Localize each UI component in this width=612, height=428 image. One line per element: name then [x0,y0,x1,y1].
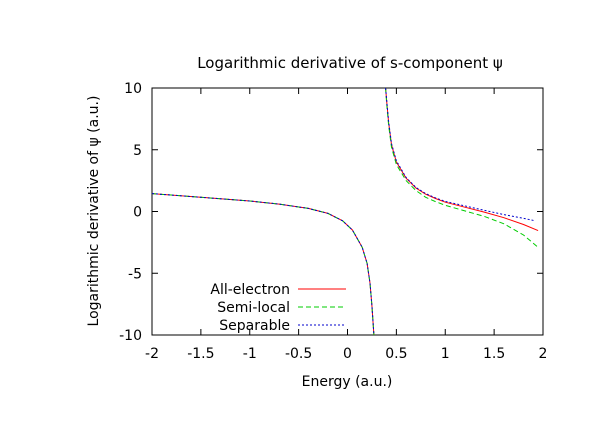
x-tick-label: -2 [145,346,159,362]
y-tick-label: 0 [133,205,142,221]
legend-label: Separable [219,318,290,334]
x-axis: -2 -1.5 -1 -0.5 0 0.5 1 1.5 2 [145,88,547,362]
legend-label: Semi-local [217,300,290,316]
series-lines [151,87,539,336]
y-tick-label: 5 [133,143,142,159]
y-axis-label: Logarithmic derivative of ψ (a.u.) [86,96,102,327]
x-tick-label: 0 [343,346,352,362]
chart-title: Logarithmic derivative of s-component ψ [197,54,503,72]
series-line-separable [385,87,536,222]
series-line-semi-local [385,87,539,248]
y-tick-label: -5 [128,266,142,282]
y-axis: -10 -5 0 5 10 [119,81,543,344]
y-tick-label: -10 [119,328,142,344]
x-tick-label: 2 [539,346,548,362]
x-tick-label: 1 [441,346,450,362]
x-tick-label: 1.5 [483,346,505,362]
series-line-separable [151,193,375,336]
y-tick-label: 10 [124,81,142,97]
series-line-all-electron [385,87,539,232]
legend: All-electron Semi-local Separable [210,282,346,334]
x-tick-label: -0.5 [285,346,312,362]
x-tick-label: -1.5 [187,346,214,362]
x-tick-label: 0.5 [385,346,407,362]
x-axis-label: Energy (a.u.) [302,374,393,390]
x-tick-label: -1 [243,346,257,362]
legend-label: All-electron [210,282,290,298]
